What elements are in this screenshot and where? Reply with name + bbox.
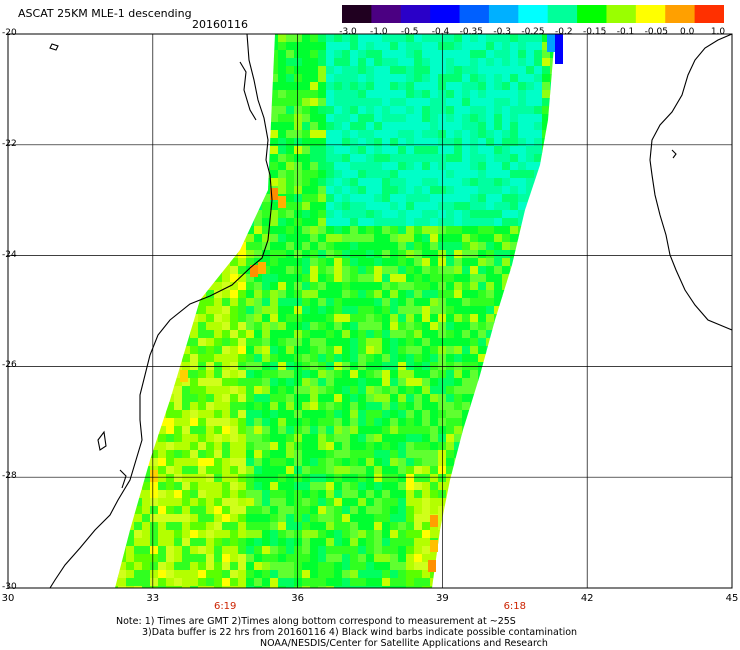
colorbar-swatch xyxy=(430,5,461,23)
time-label: 6:19 xyxy=(213,601,237,612)
colorbar-tick-label: 0.0 xyxy=(679,27,695,37)
colorbar-tick-label: -0.25 xyxy=(521,27,545,37)
coastline-detail xyxy=(239,61,257,121)
time-label: 6:18 xyxy=(503,601,527,612)
colorbar-tick-label: -0.05 xyxy=(644,27,668,37)
colorbar-swatch xyxy=(488,5,519,23)
latitude-label: -20 xyxy=(2,28,17,38)
colorbar-tick-label: -0.35 xyxy=(459,27,483,37)
colorbar-tick-label: -3.0 xyxy=(339,27,357,37)
colorbar-swatch xyxy=(606,5,637,23)
low-value-cell xyxy=(547,34,555,52)
low-value-cell xyxy=(555,34,563,64)
colorbar xyxy=(342,5,724,23)
longitude-label: 30 xyxy=(1,593,15,604)
colorbar-tick-label: -0.15 xyxy=(583,27,607,37)
colorbar-tick-label: -0.3 xyxy=(493,27,511,37)
graticule xyxy=(8,34,732,588)
title: ASCAT 25KM MLE-1 descending xyxy=(18,7,192,20)
lake-outline xyxy=(49,43,59,51)
colorbar-swatch xyxy=(342,5,372,23)
colorbar-tick-label: -1.0 xyxy=(370,27,388,37)
latitude-label: -26 xyxy=(2,360,17,371)
lake-outline xyxy=(97,430,107,451)
colorbar-swatch xyxy=(459,5,490,23)
coastline-africa xyxy=(49,33,273,589)
colorbar-swatch xyxy=(518,5,549,23)
colorbar-tick-label: 1.0 xyxy=(710,27,726,37)
longitude-label: 39 xyxy=(436,593,449,604)
colorbar-swatch xyxy=(547,5,578,23)
colorbar-swatch xyxy=(400,5,431,23)
colorbar-tick-label: -0.1 xyxy=(616,27,635,37)
longitude-label: 36 xyxy=(291,593,304,604)
colorbar-tick-label: -0.5 xyxy=(400,27,419,37)
latitude-label: -22 xyxy=(2,138,17,149)
latitude-label: -28 xyxy=(2,471,17,482)
colorbar-swatch xyxy=(577,5,607,23)
longitude-label: 33 xyxy=(146,593,160,604)
latitude-label: -30 xyxy=(2,582,17,592)
note-line-3: NOAA/NESDIS/Center for Satellite Applica… xyxy=(260,638,548,649)
colorbar-tick-label: -0.4 xyxy=(431,27,450,37)
colorbar-swatch xyxy=(694,5,724,23)
note-line-2: 3)Data buffer is 22 hrs from 20160116 4)… xyxy=(142,627,578,638)
colorbar-swatch xyxy=(635,5,666,23)
wind-swath xyxy=(115,34,555,588)
coastline-detail xyxy=(119,469,127,489)
longitude-label: 42 xyxy=(580,593,594,604)
latitude-label: -24 xyxy=(2,249,17,260)
map-frame xyxy=(7,33,733,589)
coastline-detail xyxy=(671,149,677,159)
note-line-1: Note: 1) Times are GMT 2)Times along bot… xyxy=(116,616,516,627)
colorbar-swatch xyxy=(665,5,696,23)
date-label: 20160116 xyxy=(192,18,248,31)
coastline-madagascar xyxy=(649,33,733,331)
longitude-label: 45 xyxy=(725,593,739,604)
colorbar-swatch xyxy=(371,5,402,23)
colorbar-tick-label: -0.2 xyxy=(555,27,573,37)
